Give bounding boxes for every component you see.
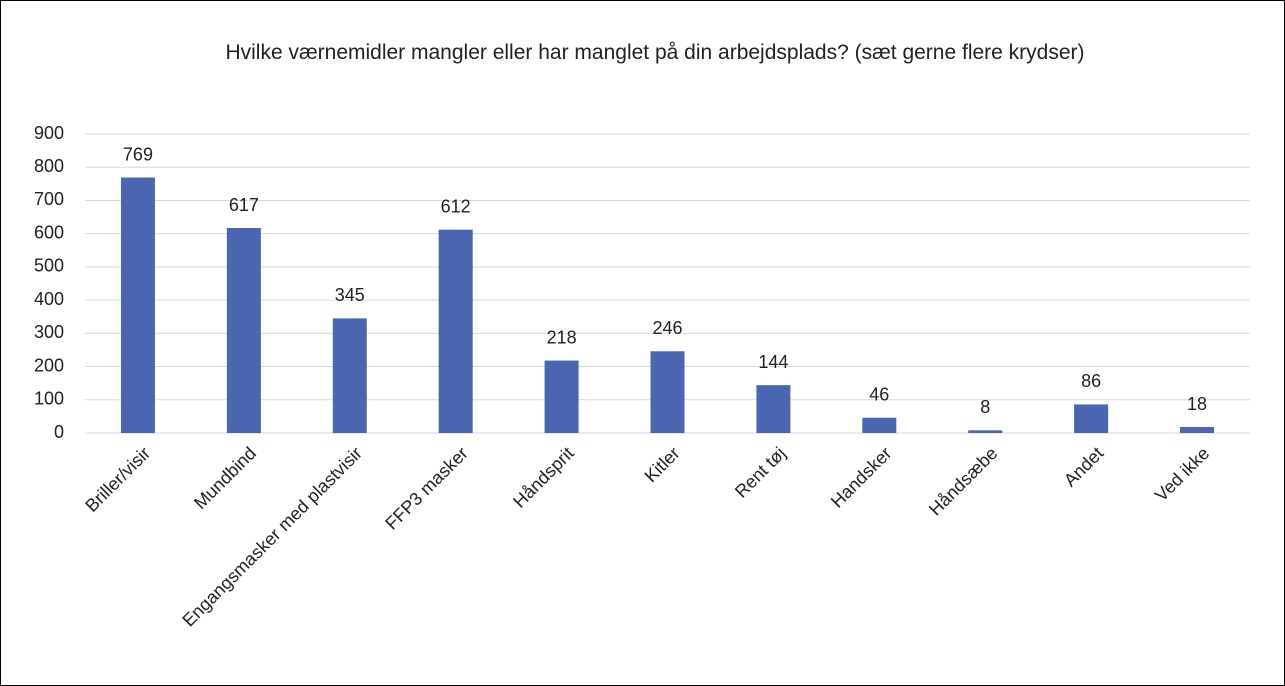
y-tick-label: 300 (34, 322, 64, 342)
y-tick-label: 100 (34, 389, 64, 409)
data-label: 617 (229, 195, 259, 215)
x-tick-label: FFP3 masker (381, 443, 472, 534)
x-tick-label: Håndsæbe (925, 443, 1001, 519)
y-tick-label: 500 (34, 256, 64, 276)
data-label: 769 (123, 144, 153, 164)
x-tick-label: Mundbind (190, 443, 260, 513)
data-label: 246 (652, 318, 682, 338)
x-tick-label: Ved ikke (1151, 443, 1213, 505)
bar (1074, 404, 1109, 433)
data-label: 612 (441, 196, 471, 216)
y-tick-label: 900 (34, 123, 64, 143)
chart-title: Hvilke værnemidler mangler eller har man… (225, 41, 1085, 64)
bar (968, 430, 1003, 433)
x-tick-label: Engangsmasker med plastvisir (178, 443, 365, 630)
bar (226, 228, 261, 433)
x-tick-label: Andet (1060, 443, 1107, 490)
y-tick-label: 400 (34, 289, 64, 309)
x-tick-label: Håndsprit (509, 443, 578, 512)
x-tick-label: Handsker (827, 443, 896, 512)
bar (544, 360, 579, 433)
data-label: 46 (869, 384, 889, 404)
bar (438, 229, 473, 433)
bar (650, 351, 685, 433)
bar (1180, 427, 1215, 433)
y-tick-label: 200 (34, 355, 64, 375)
data-label: 18 (1187, 394, 1207, 414)
bar (756, 385, 791, 433)
data-label: 218 (547, 327, 577, 347)
x-tick-label: Briller/visir (81, 443, 154, 516)
bar (862, 417, 897, 433)
y-tick-label: 700 (34, 189, 64, 209)
bar (120, 177, 155, 433)
y-tick-label: 600 (34, 222, 64, 242)
bar (332, 318, 367, 433)
y-tick-label: 800 (34, 156, 64, 176)
data-label: 144 (758, 352, 788, 372)
y-tick-label: 0 (54, 422, 64, 442)
data-label: 345 (335, 285, 365, 305)
x-tick-label: Kitler (641, 443, 684, 486)
data-label: 86 (1081, 371, 1101, 391)
x-tick-label: Rent tøj (731, 443, 790, 502)
data-label: 8 (980, 397, 990, 417)
